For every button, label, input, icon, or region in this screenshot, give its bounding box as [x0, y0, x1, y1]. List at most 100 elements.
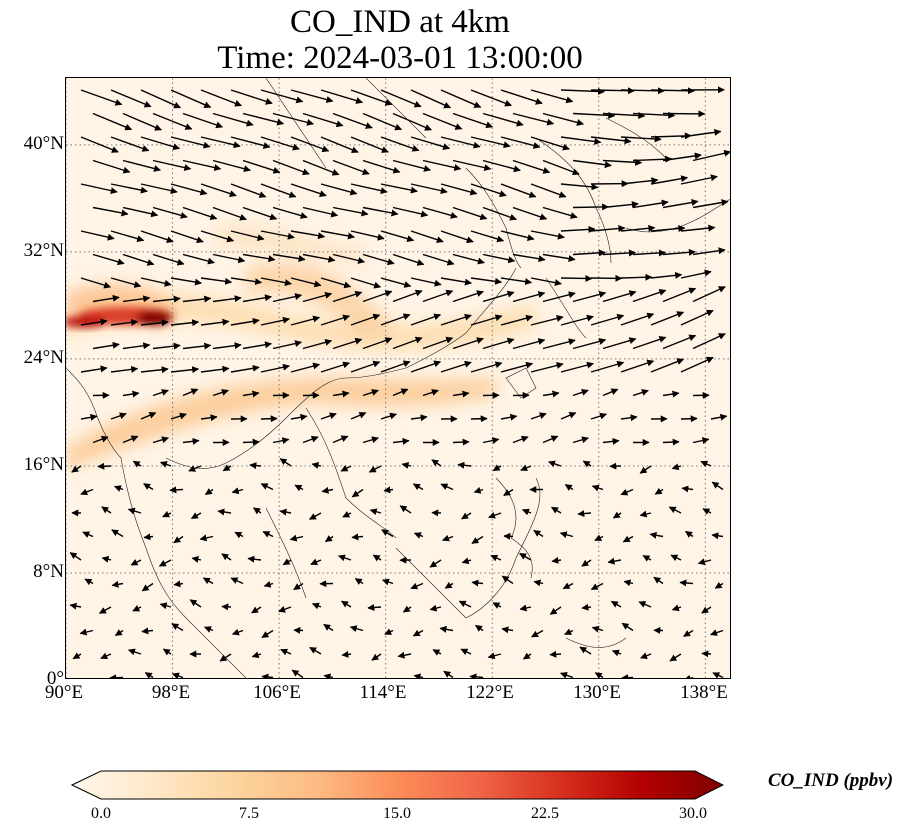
wind-vector [680, 224, 716, 232]
wind-vector [170, 89, 212, 108]
wind-vector [110, 365, 139, 373]
wind-vector [702, 508, 712, 515]
wind-vector [80, 183, 118, 195]
wind-vector [92, 341, 120, 350]
wind-vector [530, 230, 565, 240]
wind-vector [79, 628, 94, 636]
wind-vector [577, 510, 592, 518]
wind-vector [452, 290, 484, 303]
wind-vector [519, 552, 532, 561]
wind-vector [412, 629, 424, 637]
wind-vector [530, 277, 562, 287]
wind-vector [443, 670, 454, 678]
wind-vector [350, 230, 385, 241]
wind-vector [470, 277, 503, 285]
wind-vector [632, 389, 649, 397]
wind-vector [171, 672, 184, 678]
wind-vector [362, 436, 379, 444]
wind-vector [520, 464, 532, 472]
wind-vector [260, 363, 290, 373]
wind-vector [473, 486, 484, 494]
wind-vector [110, 89, 152, 108]
wind-vector [110, 412, 127, 420]
wind-vector [290, 136, 330, 153]
wind-vector [122, 159, 161, 172]
wind-vector [572, 389, 589, 397]
colorbar-tick-0: 0.0 [91, 805, 111, 822]
wind-vector [582, 460, 592, 468]
wind-vector [680, 174, 718, 185]
wind-vector [581, 603, 592, 611]
wind-vector [392, 206, 429, 218]
wind-vector [350, 136, 389, 153]
wind-vector [470, 415, 488, 423]
wind-vector [111, 529, 124, 538]
wind-vector [302, 206, 339, 218]
wind-vector [80, 318, 108, 326]
wind-vector [350, 183, 388, 195]
lon-tick-106e: 106°E [253, 682, 301, 703]
wind-vector [84, 578, 94, 586]
wind-vector [143, 483, 154, 491]
lat-tick-8n: 8°N [33, 561, 64, 582]
wind-vector [639, 510, 652, 518]
wind-vector [680, 269, 712, 279]
wind-vector [362, 290, 393, 303]
wind-vector [620, 224, 656, 232]
wind-vector [159, 602, 172, 610]
wind-vector [572, 249, 606, 257]
wind-vector [440, 313, 472, 326]
wind-vector [632, 336, 667, 350]
wind-vector [71, 465, 82, 473]
colorbar-tick-7-5: 7.5 [239, 805, 259, 822]
wind-vector [182, 342, 212, 350]
wind-vector [572, 291, 607, 303]
wind-vector [579, 646, 592, 655]
wind-vector [470, 89, 512, 107]
wind-vector [542, 253, 576, 262]
wind-vector [461, 512, 472, 520]
wind-vector [410, 313, 442, 326]
wind-vector [410, 183, 448, 195]
wind-vector [132, 605, 142, 612]
wind-vector [560, 136, 602, 145]
wind-vector [680, 128, 722, 138]
wind-vector [500, 413, 518, 421]
wind-vector [500, 230, 535, 241]
wind-vector [80, 413, 98, 421]
wind-vector [80, 488, 94, 496]
wind-vector [182, 112, 224, 129]
wind-vector [97, 462, 112, 470]
wind-vector [230, 577, 244, 585]
wind-vector [212, 112, 254, 127]
wind-vector [714, 581, 724, 589]
wind-vector [341, 650, 352, 658]
wind-vector [683, 629, 694, 637]
wind-vector [140, 136, 181, 151]
wind-vector [530, 362, 564, 373]
wind-vector [101, 506, 112, 514]
wind-vector [110, 277, 142, 288]
wind-vector [152, 112, 193, 130]
wind-vector [200, 318, 230, 326]
wind-vector [272, 253, 306, 262]
wind-vector [492, 464, 502, 472]
wind-vector [302, 159, 340, 176]
wind-vector [110, 318, 139, 326]
wind-vector [500, 314, 534, 326]
wind-vector [471, 579, 484, 587]
wind-vector [610, 600, 622, 608]
wind-vector [381, 578, 394, 586]
wind-vector [383, 486, 394, 494]
wind-vector [92, 294, 120, 303]
wind-vector [410, 414, 428, 422]
wind-vector [422, 112, 463, 130]
wind-vector [350, 313, 381, 326]
wind-vector [350, 412, 367, 420]
wind-vector [413, 673, 424, 678]
wind-vector [457, 461, 472, 469]
wind-vector [260, 183, 297, 198]
wind-vector [242, 341, 272, 350]
wind-vector [242, 159, 281, 174]
wind-vector [482, 437, 500, 444]
